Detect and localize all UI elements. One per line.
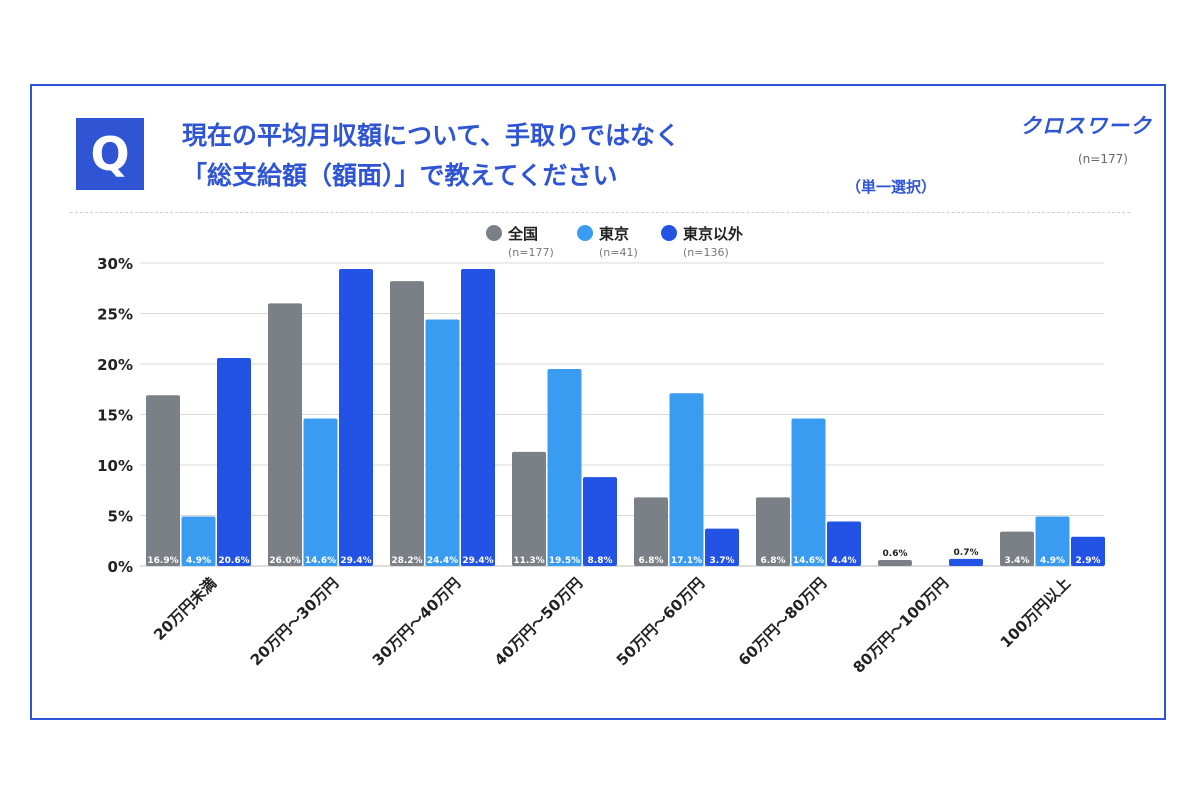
legend-marker [577,225,593,241]
data-label: 6.8% [639,556,664,566]
data-label: 3.7% [710,556,735,566]
bar [146,395,180,566]
bar [268,303,302,566]
data-label: 14.6% [793,556,824,566]
data-label: 20.6% [218,556,249,566]
bar [756,497,790,566]
x-tick-label: 50万円～60万円 [613,574,708,669]
data-label: 29.4% [340,556,371,566]
question-title: 現在の平均月収額について、手取りではなく 「総支給額（額面）」で教えてください [182,116,680,196]
legend-label: 東京以外 [683,225,743,243]
y-tick-label: 30% [97,255,133,273]
question-badge: Q [76,118,144,190]
data-label: 14.6% [305,556,336,566]
x-tick-label: 60万円～80万円 [735,574,830,669]
y-tick-label: 15% [97,407,133,425]
bar [827,521,861,566]
question-title-line1: 現在の平均月収額について、手取りではなく [182,121,681,150]
x-tick-label: 30万円～40万円 [369,574,464,669]
bar [425,319,460,566]
y-tick-label: 20% [97,356,133,374]
legend-label: 東京 [599,225,629,243]
data-label: 16.9% [147,556,178,566]
data-label: 29.4% [462,556,493,566]
legend-sample-size: (n=177) [508,246,554,259]
header-divider [70,212,1130,213]
bar [878,559,912,566]
bar [303,418,338,566]
legend-marker [486,225,502,241]
bar [669,393,704,566]
sample-size: (n=177) [1078,152,1128,166]
bar [634,497,668,566]
x-tick-label: 40万円～50万円 [491,574,586,669]
data-label: 26.0% [269,556,300,566]
y-tick-label: 0% [108,558,133,576]
legend-sample-size: (n=136) [683,246,729,259]
data-label: 8.8% [588,556,613,566]
data-label: 2.9% [1076,556,1101,566]
bar [791,418,826,566]
question-title-line2: 「総支給額（額面）」で教えてください [182,161,618,190]
data-label: 6.8% [761,556,786,566]
bar [512,451,546,566]
bar [949,558,983,566]
y-tick-label: 10% [97,457,133,475]
bar [461,269,495,566]
bar [390,281,424,566]
data-label: 4.4% [832,556,857,566]
y-tick-label: 25% [97,306,133,324]
bar [705,528,739,566]
x-tick-label: 20万円未満 [150,574,220,644]
data-label: 19.5% [549,556,580,566]
data-label: 0.6% [883,549,908,559]
legend-marker [661,225,677,241]
data-label: 0.7% [954,548,979,558]
bar [181,516,216,566]
bar [1000,531,1034,566]
bar [339,269,373,566]
brand-logo: クロスワーク [1020,114,1152,138]
data-label: 24.4% [427,556,458,566]
bar [583,477,617,566]
bar [217,357,251,566]
y-tick-label: 5% [108,508,133,526]
bar [1035,516,1070,566]
x-tick-label: 80万円～100万円 [849,574,952,677]
bar [1071,536,1105,566]
bar [547,369,582,566]
data-label: 4.9% [186,556,211,566]
legend-sample-size: (n=41) [599,246,638,259]
chart-frame [30,84,1166,720]
data-label: 11.3% [513,556,544,566]
legend-label: 全国 [507,225,538,243]
data-label: 17.1% [671,556,702,566]
question-subtitle: （単一選択） [846,178,937,196]
x-tick-label: 20万円～30万円 [247,574,342,669]
data-label: 3.4% [1005,556,1030,566]
data-label: 4.9% [1040,556,1065,566]
x-tick-label: 100万円以上 [997,574,1074,651]
data-label: 28.2% [391,556,422,566]
